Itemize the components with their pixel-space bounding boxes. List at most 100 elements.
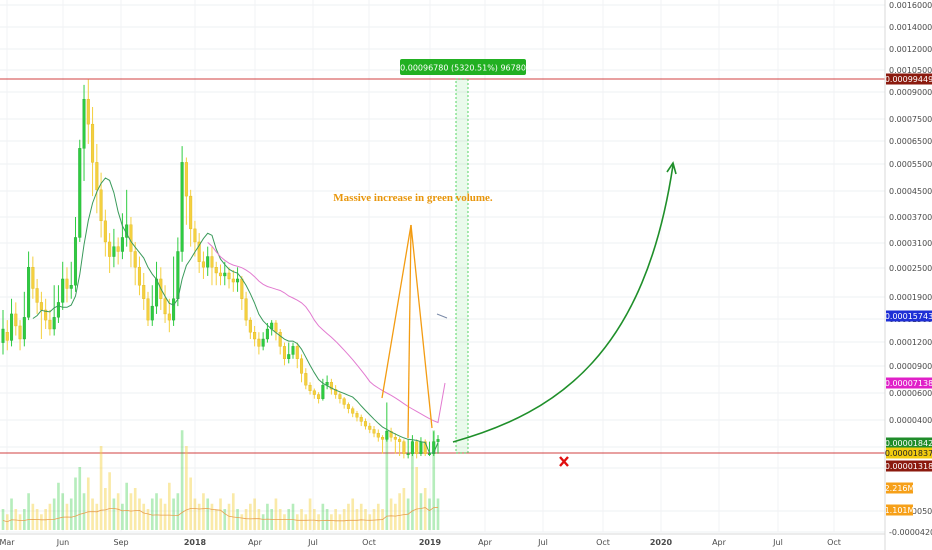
volume-bar: [428, 498, 431, 530]
candle-body: [398, 439, 402, 442]
candle-body: [176, 251, 180, 299]
annotations[interactable]: Massive increase in green volume.: [333, 161, 677, 467]
x-tick-label: Apr: [712, 538, 727, 547]
candle-body: [278, 332, 282, 347]
x-tick-label: Sep: [113, 538, 128, 547]
candle-body: [103, 220, 107, 243]
measure-range[interactable]: 0.00096780 (5320.51%) 96780: [400, 59, 526, 454]
candle-body: [223, 272, 227, 277]
volume-bar: [236, 509, 239, 530]
candle-body: [193, 228, 197, 243]
candle-body: [44, 309, 48, 321]
candle-body: [210, 256, 214, 268]
candle-body: [227, 272, 231, 280]
volume-bar: [317, 514, 320, 530]
candle-body: [142, 285, 146, 299]
horizontal-levels[interactable]: [0, 78, 885, 454]
candle-body: [39, 302, 43, 311]
volume-bar: [210, 503, 214, 530]
volume-bar: [274, 498, 278, 530]
candle-body: [146, 298, 150, 321]
candle-body: [236, 278, 240, 283]
volume-bar: [436, 498, 440, 530]
volume-bar: [308, 498, 312, 530]
y-tick-label: 0.00004000: [889, 416, 932, 425]
volume-bar: [304, 514, 308, 530]
volume-bar: [432, 430, 436, 530]
price-badge: [886, 437, 932, 449]
candle-body: [5, 332, 9, 341]
candle-body: [410, 441, 414, 454]
candle-body: [265, 328, 269, 340]
candle-body: [56, 302, 60, 318]
volume-bar: [168, 482, 171, 530]
price-badge: [886, 447, 932, 459]
candle-body: [197, 241, 201, 262]
candle-body: [376, 432, 380, 438]
candle-body: [65, 278, 69, 289]
candle-body: [402, 441, 406, 454]
x-tick-label: Apr: [248, 538, 263, 547]
volume-bar: [138, 498, 141, 530]
y-tick-label: -0.00004200: [889, 528, 932, 537]
candle-body: [201, 261, 205, 268]
volume-badge-label: 1.101M: [885, 506, 915, 515]
volume-bar: [355, 509, 359, 530]
volume-bar: [321, 503, 325, 530]
candle-body: [129, 224, 133, 252]
candle-body: [133, 251, 137, 268]
volume-bar: [240, 514, 244, 530]
time-axis[interactable]: Mar Jun Sep 2018 Apr Jul Oct 2019 Apr Jul Oct 2020 A…: [0, 533, 885, 547]
candle-body: [287, 354, 291, 359]
candle-body: [1, 328, 5, 343]
dash-mark: [436, 313, 448, 319]
volume-bar: [398, 493, 401, 530]
candle-body: [253, 332, 257, 340]
volume-bar: [202, 493, 205, 530]
volume-bar: [57, 482, 60, 530]
measure-label: 0.00096780 (5320.51%) 96780: [400, 64, 526, 73]
volume-bar: [99, 446, 103, 530]
price-badge: [886, 460, 932, 472]
projection-arrow[interactable]: [452, 164, 674, 443]
candle-body: [27, 267, 31, 318]
candle-body: [300, 358, 304, 374]
volume-bar: [394, 503, 397, 530]
volume-bar: [411, 440, 414, 530]
volume-bar: [334, 509, 337, 530]
candle-body: [116, 246, 120, 252]
volume-bar: [91, 498, 94, 530]
candle-body: [355, 413, 359, 418]
volume-bar: [61, 493, 65, 530]
volume-bar: [325, 509, 329, 530]
candle-body: [108, 241, 112, 257]
candle-body: [150, 305, 154, 321]
candle-body: [257, 338, 261, 347]
volume-bar: [231, 493, 235, 530]
volume-bar: [359, 503, 363, 530]
volume-bar: [313, 509, 316, 530]
price-badge: [886, 310, 932, 322]
price-badge-label: 0.00001837: [885, 449, 932, 458]
volume-bar: [150, 498, 154, 530]
volume-bar: [185, 446, 188, 530]
x-tick-label: 2018: [184, 538, 207, 547]
price-badges: 0.00099449 0.00015743 0.00007138 0.00001842…: [885, 73, 932, 516]
projection-arrowhead: [666, 161, 677, 175]
annotation-text: Massive increase in green volume.: [333, 192, 493, 204]
candle-body: [155, 278, 159, 307]
x-tick-label: Mar: [0, 538, 15, 547]
volume-bar: [74, 477, 77, 530]
candle-body: [423, 441, 427, 454]
volume-bar: [18, 514, 22, 530]
volume-bar: [257, 509, 261, 530]
